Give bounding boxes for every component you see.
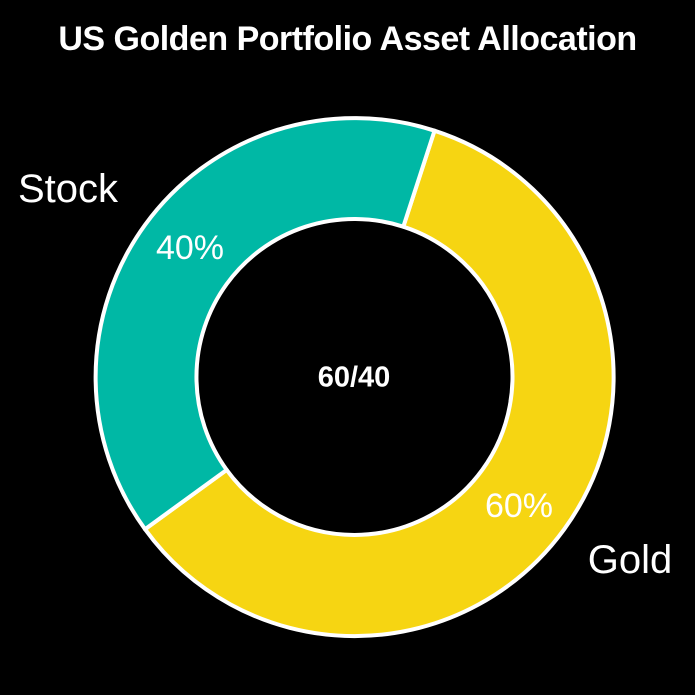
label-gold-percent: 60% [484, 487, 554, 525]
donut-slice-stock [93, 116, 437, 532]
chart-title: US Golden Portfolio Asset Allocation [58, 20, 637, 58]
center-ratio-label: 60/40 [317, 361, 391, 394]
label-stock: Stock [17, 167, 119, 211]
label-stock-percent: 40% [155, 229, 225, 267]
label-gold: Gold [587, 538, 673, 582]
donut-slice-gold [143, 128, 616, 639]
